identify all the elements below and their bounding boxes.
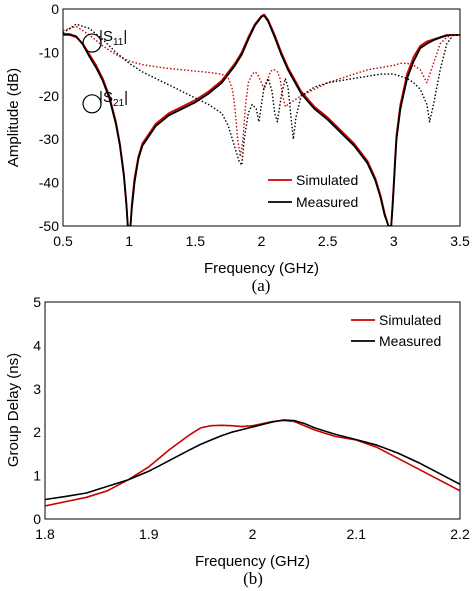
annotation-circle: [82, 94, 102, 114]
legend-label-measured: Measured: [379, 333, 441, 349]
y-axis-label: Amplitude (dB): [5, 68, 22, 167]
x-tick-label: 3: [390, 233, 398, 249]
legend-label-simulated: Simulated: [379, 312, 441, 328]
y-tick-label: -40: [39, 175, 59, 191]
x-tick-label: 1.8: [35, 526, 55, 542]
y-tick-label: 1: [33, 468, 41, 484]
measured-line: [45, 419, 460, 501]
plot-area-frame: [62, 8, 461, 227]
series-lines: [63, 13, 460, 226]
x-tick-label: 2.2: [450, 526, 470, 542]
legend-label-measured: Measured: [296, 194, 358, 210]
legend: Simulated Measured: [268, 172, 358, 210]
x-tick-labels: 1.8 1.9 2 2.1 2.2: [35, 526, 470, 542]
annotation-end: |: [123, 28, 127, 45]
s11-measured-line: [63, 23, 460, 166]
x-tick-label: 1.9: [139, 526, 159, 542]
s11-simulated-line: [63, 25, 460, 158]
y-tick-label: -20: [39, 88, 59, 104]
annotation-label: |S11|: [99, 28, 127, 48]
series-lines: [45, 419, 460, 507]
annotation-main: |S: [99, 89, 113, 106]
x-tick-label: 1: [125, 233, 133, 249]
legend-label-simulated: Simulated: [296, 172, 358, 188]
simulated-line: [45, 419, 460, 507]
x-tick-label: 2.1: [347, 526, 367, 542]
y-tick-label: 5: [33, 294, 41, 310]
legend: Simulated Measured: [351, 312, 441, 349]
x-tick-label: 2.5: [318, 233, 338, 249]
y-tick-label: 4: [33, 337, 41, 353]
y-axis-label: Group Delay (ns): [5, 353, 22, 467]
annotation-main: |S: [99, 28, 113, 45]
s21-measured-line: [63, 14, 460, 226]
y-tick-label: 3: [33, 381, 41, 397]
panel-label: (b): [243, 569, 263, 588]
y-tick-label: -10: [39, 44, 59, 60]
x-axis-label: Frequency (GHz): [195, 553, 310, 570]
x-tick-label: 1.5: [186, 233, 206, 249]
x-tick-label: 3.5: [450, 233, 470, 249]
annotation-circle: [82, 33, 102, 53]
x-axis-label: Frequency (GHz): [204, 260, 319, 277]
plot-area-frame: [44, 301, 461, 520]
y-tick-labels: 0 1 2 3 4 5: [33, 294, 41, 527]
annotation-subscript: 11: [113, 37, 124, 48]
y-tick-label: 2: [33, 424, 41, 440]
annotation-label: |S21|: [99, 89, 128, 109]
amplitude-chart: 0.5 1 1.5 2 2.5 3 3.5 0-10-20-30-40-50 |S11||S…: [5, 1, 470, 295]
group-delay-chart: 1.8 1.9 2 2.1 2.2 0 1 2 3 4 5 Simulated Measured F…: [5, 294, 470, 588]
annotation-subscript: 21: [113, 98, 125, 109]
annotation-end: |: [124, 89, 128, 106]
y-tick-labels: 0 -10 -20 -30 -40 -50: [39, 1, 59, 234]
x-tick-label: 2: [258, 233, 266, 249]
annotations: |S11||S21|: [82, 28, 128, 114]
x-tick-label: 2: [249, 526, 257, 542]
x-tick-label: 0.5: [53, 233, 73, 249]
y-tick-label: -50: [39, 218, 59, 234]
y-tick-label: 0: [33, 511, 41, 527]
x-tick-labels: 0.5 1 1.5 2 2.5 3 3.5: [53, 233, 470, 249]
panel-label: (a): [252, 276, 271, 295]
y-tick-label: 0: [51, 1, 59, 17]
y-tick-label: -30: [39, 131, 59, 147]
